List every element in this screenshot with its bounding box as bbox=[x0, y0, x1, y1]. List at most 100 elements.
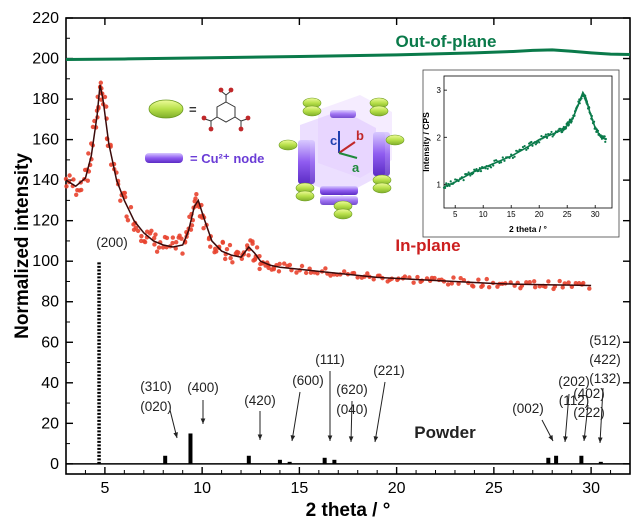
y-tick-label: 160 bbox=[32, 132, 59, 149]
inset-point bbox=[454, 178, 457, 181]
tricarboxylate-ligand-icon bbox=[201, 87, 251, 132]
inset-point bbox=[503, 159, 506, 162]
in-plane-point bbox=[64, 184, 69, 189]
in-plane-point bbox=[227, 242, 233, 248]
in-plane-point bbox=[152, 242, 157, 247]
in-plane-point bbox=[153, 232, 158, 237]
in-plane-point bbox=[587, 286, 592, 291]
y-tick-label: 80 bbox=[41, 294, 59, 311]
in-plane-point bbox=[135, 228, 141, 234]
in-plane-point bbox=[573, 280, 579, 286]
in-plane-point bbox=[124, 214, 129, 219]
arrowhead-icon bbox=[200, 418, 206, 424]
in-plane-point bbox=[208, 244, 213, 249]
in-plane-point bbox=[73, 192, 79, 197]
in-plane-point bbox=[194, 191, 199, 197]
x-tick-label: 30 bbox=[582, 480, 600, 497]
in-plane-point bbox=[79, 187, 84, 193]
inset-series bbox=[442, 90, 607, 190]
inset-point bbox=[462, 178, 465, 182]
series-label-out-of-plane: Out-of-plane bbox=[395, 32, 496, 51]
inset-x-tick-label: 25 bbox=[563, 210, 572, 219]
in-plane-point bbox=[415, 274, 420, 280]
y-tick-label: 100 bbox=[32, 253, 59, 270]
peak-label: (402) bbox=[573, 386, 605, 401]
x-tick-label: 10 bbox=[193, 480, 211, 497]
in-plane-point bbox=[253, 256, 258, 261]
inset-y-tick-label: 2 bbox=[437, 133, 442, 142]
inset-point bbox=[475, 167, 478, 171]
inset-point bbox=[603, 135, 606, 138]
in-plane-point bbox=[188, 227, 194, 232]
inset-point bbox=[544, 133, 548, 136]
inset-y-title: Intensity / CPS bbox=[421, 112, 431, 172]
arrowhead-icon bbox=[348, 436, 354, 442]
in-plane-point bbox=[456, 281, 461, 286]
inset-x-tick-label: 15 bbox=[507, 210, 516, 219]
in-plane-point bbox=[118, 198, 123, 203]
y-tick-label: 220 bbox=[32, 10, 59, 27]
in-plane-point bbox=[281, 261, 287, 266]
inset-point bbox=[538, 141, 541, 144]
inset-point bbox=[561, 130, 564, 134]
inset-point bbox=[530, 140, 533, 144]
in-plane-point bbox=[432, 275, 437, 281]
axis-letter-b: b bbox=[356, 128, 364, 143]
peak-label: (200) bbox=[96, 235, 128, 250]
in-plane-point bbox=[85, 178, 90, 183]
in-plane-fit-line bbox=[65, 84, 592, 287]
in-plane-point bbox=[476, 277, 481, 282]
in-plane-point bbox=[486, 284, 492, 290]
inset-point bbox=[464, 173, 467, 176]
inset-point bbox=[492, 164, 495, 167]
in-plane-point bbox=[451, 275, 456, 280]
series-label-in-plane: In-plane bbox=[395, 236, 460, 255]
inset-point bbox=[551, 135, 554, 138]
inset-point bbox=[511, 156, 514, 159]
out-of-plane-line bbox=[65, 48, 631, 62]
inset-point bbox=[467, 171, 470, 174]
in-plane-point bbox=[371, 277, 376, 282]
in-plane-point bbox=[531, 279, 537, 284]
in-plane-point bbox=[170, 240, 175, 246]
x-tick-label: 25 bbox=[485, 480, 503, 497]
series-label-powder: Powder bbox=[414, 423, 476, 442]
arrowhead-icon bbox=[563, 436, 568, 442]
in-plane-point bbox=[524, 280, 529, 285]
in-plane-point bbox=[250, 241, 255, 246]
in-plane-point bbox=[254, 245, 260, 250]
peak-arrow bbox=[374, 381, 386, 443]
inset-point bbox=[531, 144, 534, 147]
in-plane-point bbox=[180, 251, 185, 256]
in-plane-point bbox=[103, 104, 109, 109]
inset-point bbox=[604, 140, 607, 143]
arrowhead-icon bbox=[257, 434, 263, 440]
in-plane-point bbox=[156, 245, 162, 250]
y-axis-title: Normalized intensity bbox=[12, 153, 33, 339]
y-tick-label: 120 bbox=[32, 213, 59, 230]
legend-cu-node: = Cu²⁺ node bbox=[190, 151, 264, 166]
inset-point bbox=[479, 170, 483, 173]
arrowhead-icon bbox=[548, 435, 553, 441]
in-plane-point bbox=[308, 270, 314, 275]
x-tick-label: 5 bbox=[100, 480, 109, 497]
inset-point bbox=[513, 155, 516, 158]
in-plane-point bbox=[164, 235, 170, 241]
inset-x-tick-label: 20 bbox=[535, 210, 544, 219]
in-plane-point bbox=[189, 223, 195, 228]
in-plane-point bbox=[566, 280, 571, 285]
inset-point bbox=[498, 161, 501, 164]
inset-point bbox=[550, 130, 553, 134]
peak-label: (111) bbox=[315, 352, 345, 367]
y-tick-label: 180 bbox=[32, 91, 59, 108]
in-plane-point bbox=[546, 279, 551, 284]
arrowhead-icon bbox=[290, 435, 296, 441]
inset-x-tick-label: 30 bbox=[591, 210, 600, 219]
inset-line bbox=[443, 90, 607, 188]
in-plane-point bbox=[170, 235, 176, 240]
inset-point bbox=[525, 148, 528, 151]
in-plane-point bbox=[315, 271, 320, 276]
peak-label: (400) bbox=[187, 380, 219, 395]
